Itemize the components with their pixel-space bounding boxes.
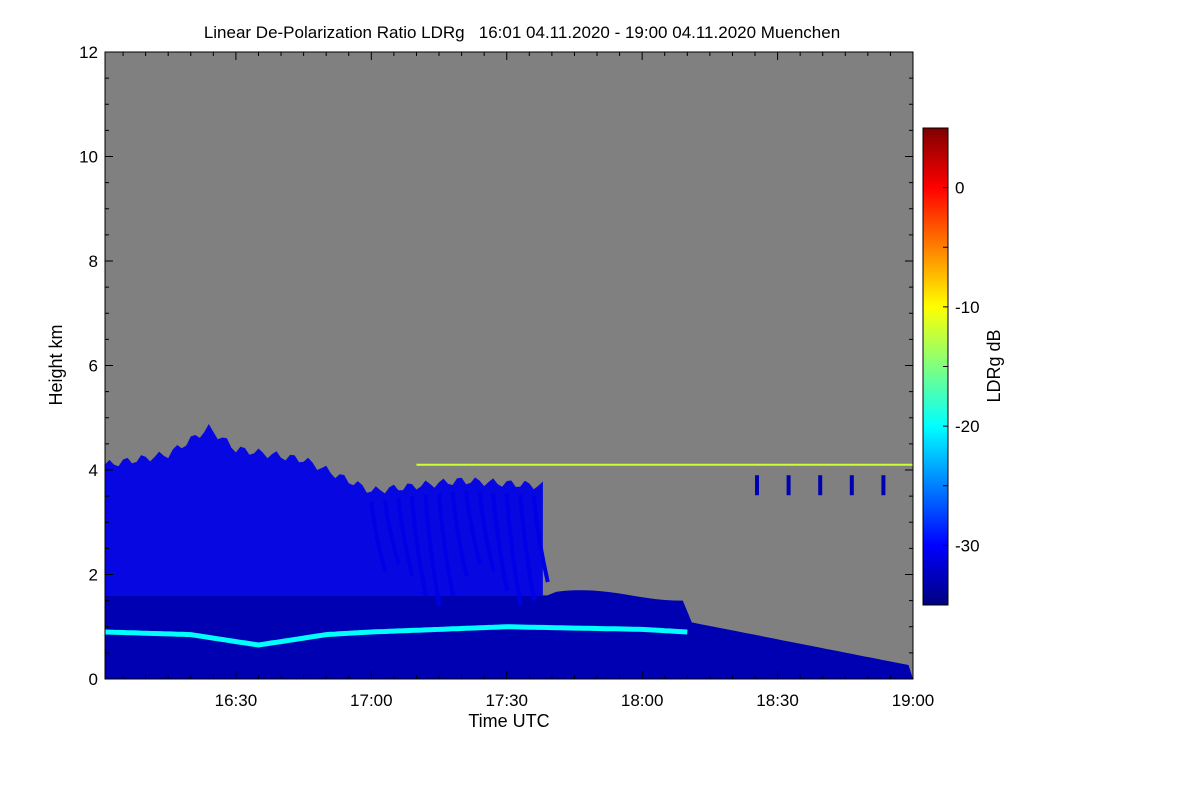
- x-tick-label: 18:30: [756, 691, 799, 710]
- fall-streak: [464, 490, 483, 565]
- x-tick-label: 17:30: [485, 691, 528, 710]
- fall-streak: [437, 493, 455, 597]
- elevated-fall-streak: [786, 475, 791, 496]
- chart-title: Linear De-Polarization Ratio LDRg 16:01 …: [204, 23, 840, 42]
- y-tick-label: 6: [89, 357, 98, 376]
- colorbar: [922, 127, 949, 606]
- low-aerosol-layer: [105, 590, 913, 679]
- x-axis-label: Time UTC: [468, 711, 549, 731]
- colorbar-tick-label: -30: [955, 536, 980, 555]
- x-tick-label: 16:30: [215, 691, 258, 710]
- boundary-layer-top: [105, 624, 688, 648]
- x-tick-label: 18:00: [621, 691, 664, 710]
- y-tick-label: 12: [79, 43, 98, 62]
- fall-streak: [518, 494, 537, 602]
- fall-streak: [396, 497, 415, 577]
- fall-streak: [531, 495, 550, 583]
- elevated-fall-streak: [818, 475, 823, 496]
- fall-streak: [409, 496, 428, 597]
- y-tick-label: 10: [79, 148, 98, 167]
- x-tick-label: 17:00: [350, 691, 393, 710]
- colorbar-tick-label: -10: [955, 298, 980, 317]
- x-tick-label: 19:00: [892, 691, 935, 710]
- colorbar-tick-label: 0: [955, 179, 964, 198]
- fall-streak: [382, 499, 401, 565]
- fall-streak: [423, 494, 442, 607]
- fall-streak: [369, 501, 388, 572]
- fall-streak: [504, 493, 523, 606]
- colorbar-label: LDRg dB: [984, 329, 1004, 402]
- y-tick-label: 0: [89, 670, 98, 689]
- fall-streak: [450, 491, 469, 577]
- elevated-fall-streak: [849, 475, 854, 496]
- y-axis-label: Height km: [46, 324, 66, 405]
- y-tick-label: 2: [89, 566, 98, 585]
- elevated-fall-streak: [881, 475, 886, 496]
- colorbar-tick-label: -20: [955, 417, 980, 436]
- y-tick-label: 8: [89, 252, 98, 271]
- fall-streak: [491, 492, 510, 592]
- elevated-fall-streak: [755, 475, 760, 496]
- y-tick-label: 4: [89, 461, 98, 480]
- fall-streak: [477, 491, 496, 572]
